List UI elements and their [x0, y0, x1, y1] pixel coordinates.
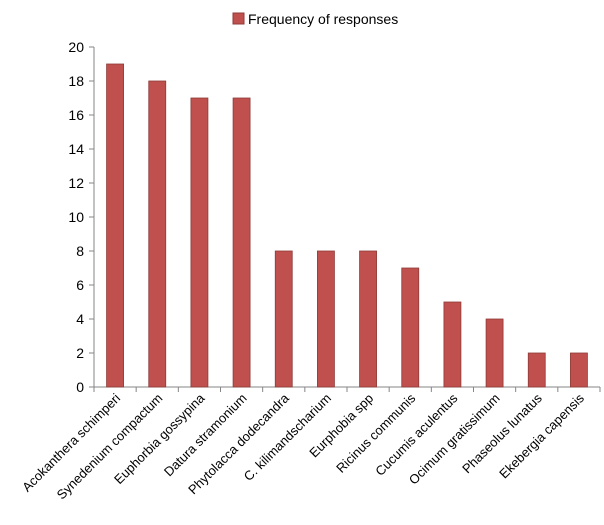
bar: [527, 352, 546, 388]
bar: [274, 250, 293, 388]
y-tick-label: 16: [68, 107, 84, 123]
bar: [148, 80, 167, 388]
y-tick-label: 10: [68, 209, 84, 225]
bars: [106, 63, 588, 388]
x-category-label: Phaseolus lunatus: [459, 390, 545, 476]
y-tick-label: 0: [76, 379, 84, 395]
y-tick-label: 14: [68, 141, 84, 157]
bar: [443, 301, 462, 388]
bar: [570, 352, 588, 388]
y-tick-label: 8: [76, 243, 84, 259]
y-tick-label: 2: [76, 345, 84, 361]
bar: [485, 318, 504, 388]
bar: [232, 97, 251, 388]
bar: [317, 250, 335, 388]
x-category-label: Ricinus communis: [333, 390, 419, 476]
legend-label: Frequency of responses: [248, 11, 398, 27]
legend-swatch: [232, 12, 245, 25]
y-tick-label: 6: [76, 277, 84, 293]
y-tick-label: 18: [68, 73, 84, 89]
y-tick-label: 20: [68, 39, 84, 55]
y-axis: 0 2 4 6 8 10 12 14 16 18 20: [68, 39, 95, 395]
y-tick-label: 4: [76, 311, 84, 327]
bar: [401, 267, 420, 388]
y-tick-label: 12: [68, 175, 84, 191]
bar: [190, 97, 209, 388]
bar: [359, 250, 377, 388]
legend: Frequency of responses: [232, 11, 398, 27]
bar: [106, 63, 124, 388]
x-axis: [93, 386, 601, 392]
